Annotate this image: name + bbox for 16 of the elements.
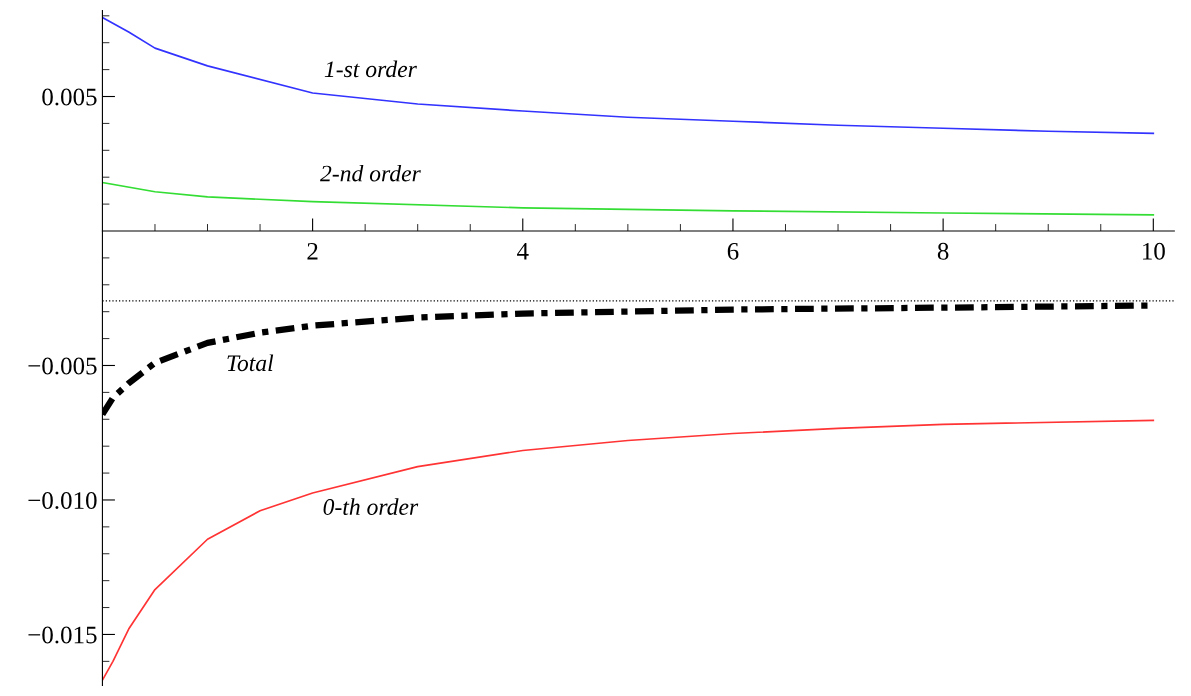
y-tick-label: −0.005: [28, 357, 97, 375]
series-label: Total: [227, 354, 274, 372]
line-series: [102, 419, 1155, 682]
series-label: 2-nd order: [320, 164, 421, 182]
x-tick-label: 4: [517, 243, 529, 260]
x-tick-label: 10: [1143, 242, 1165, 260]
x-tick-label: 8: [937, 242, 949, 260]
line-series: [102, 16, 1155, 135]
y-tick-label: −0.010: [28, 492, 97, 509]
x-tick-label: 2: [307, 242, 318, 260]
y-tick-label: −0.015: [28, 626, 97, 644]
line-series: [102, 181, 1155, 216]
x-tick-label: 6: [727, 242, 739, 260]
series-label: 1-st order: [324, 60, 417, 78]
series-label: 0-th order: [323, 498, 419, 515]
y-tick-label: 0.005: [42, 88, 97, 106]
